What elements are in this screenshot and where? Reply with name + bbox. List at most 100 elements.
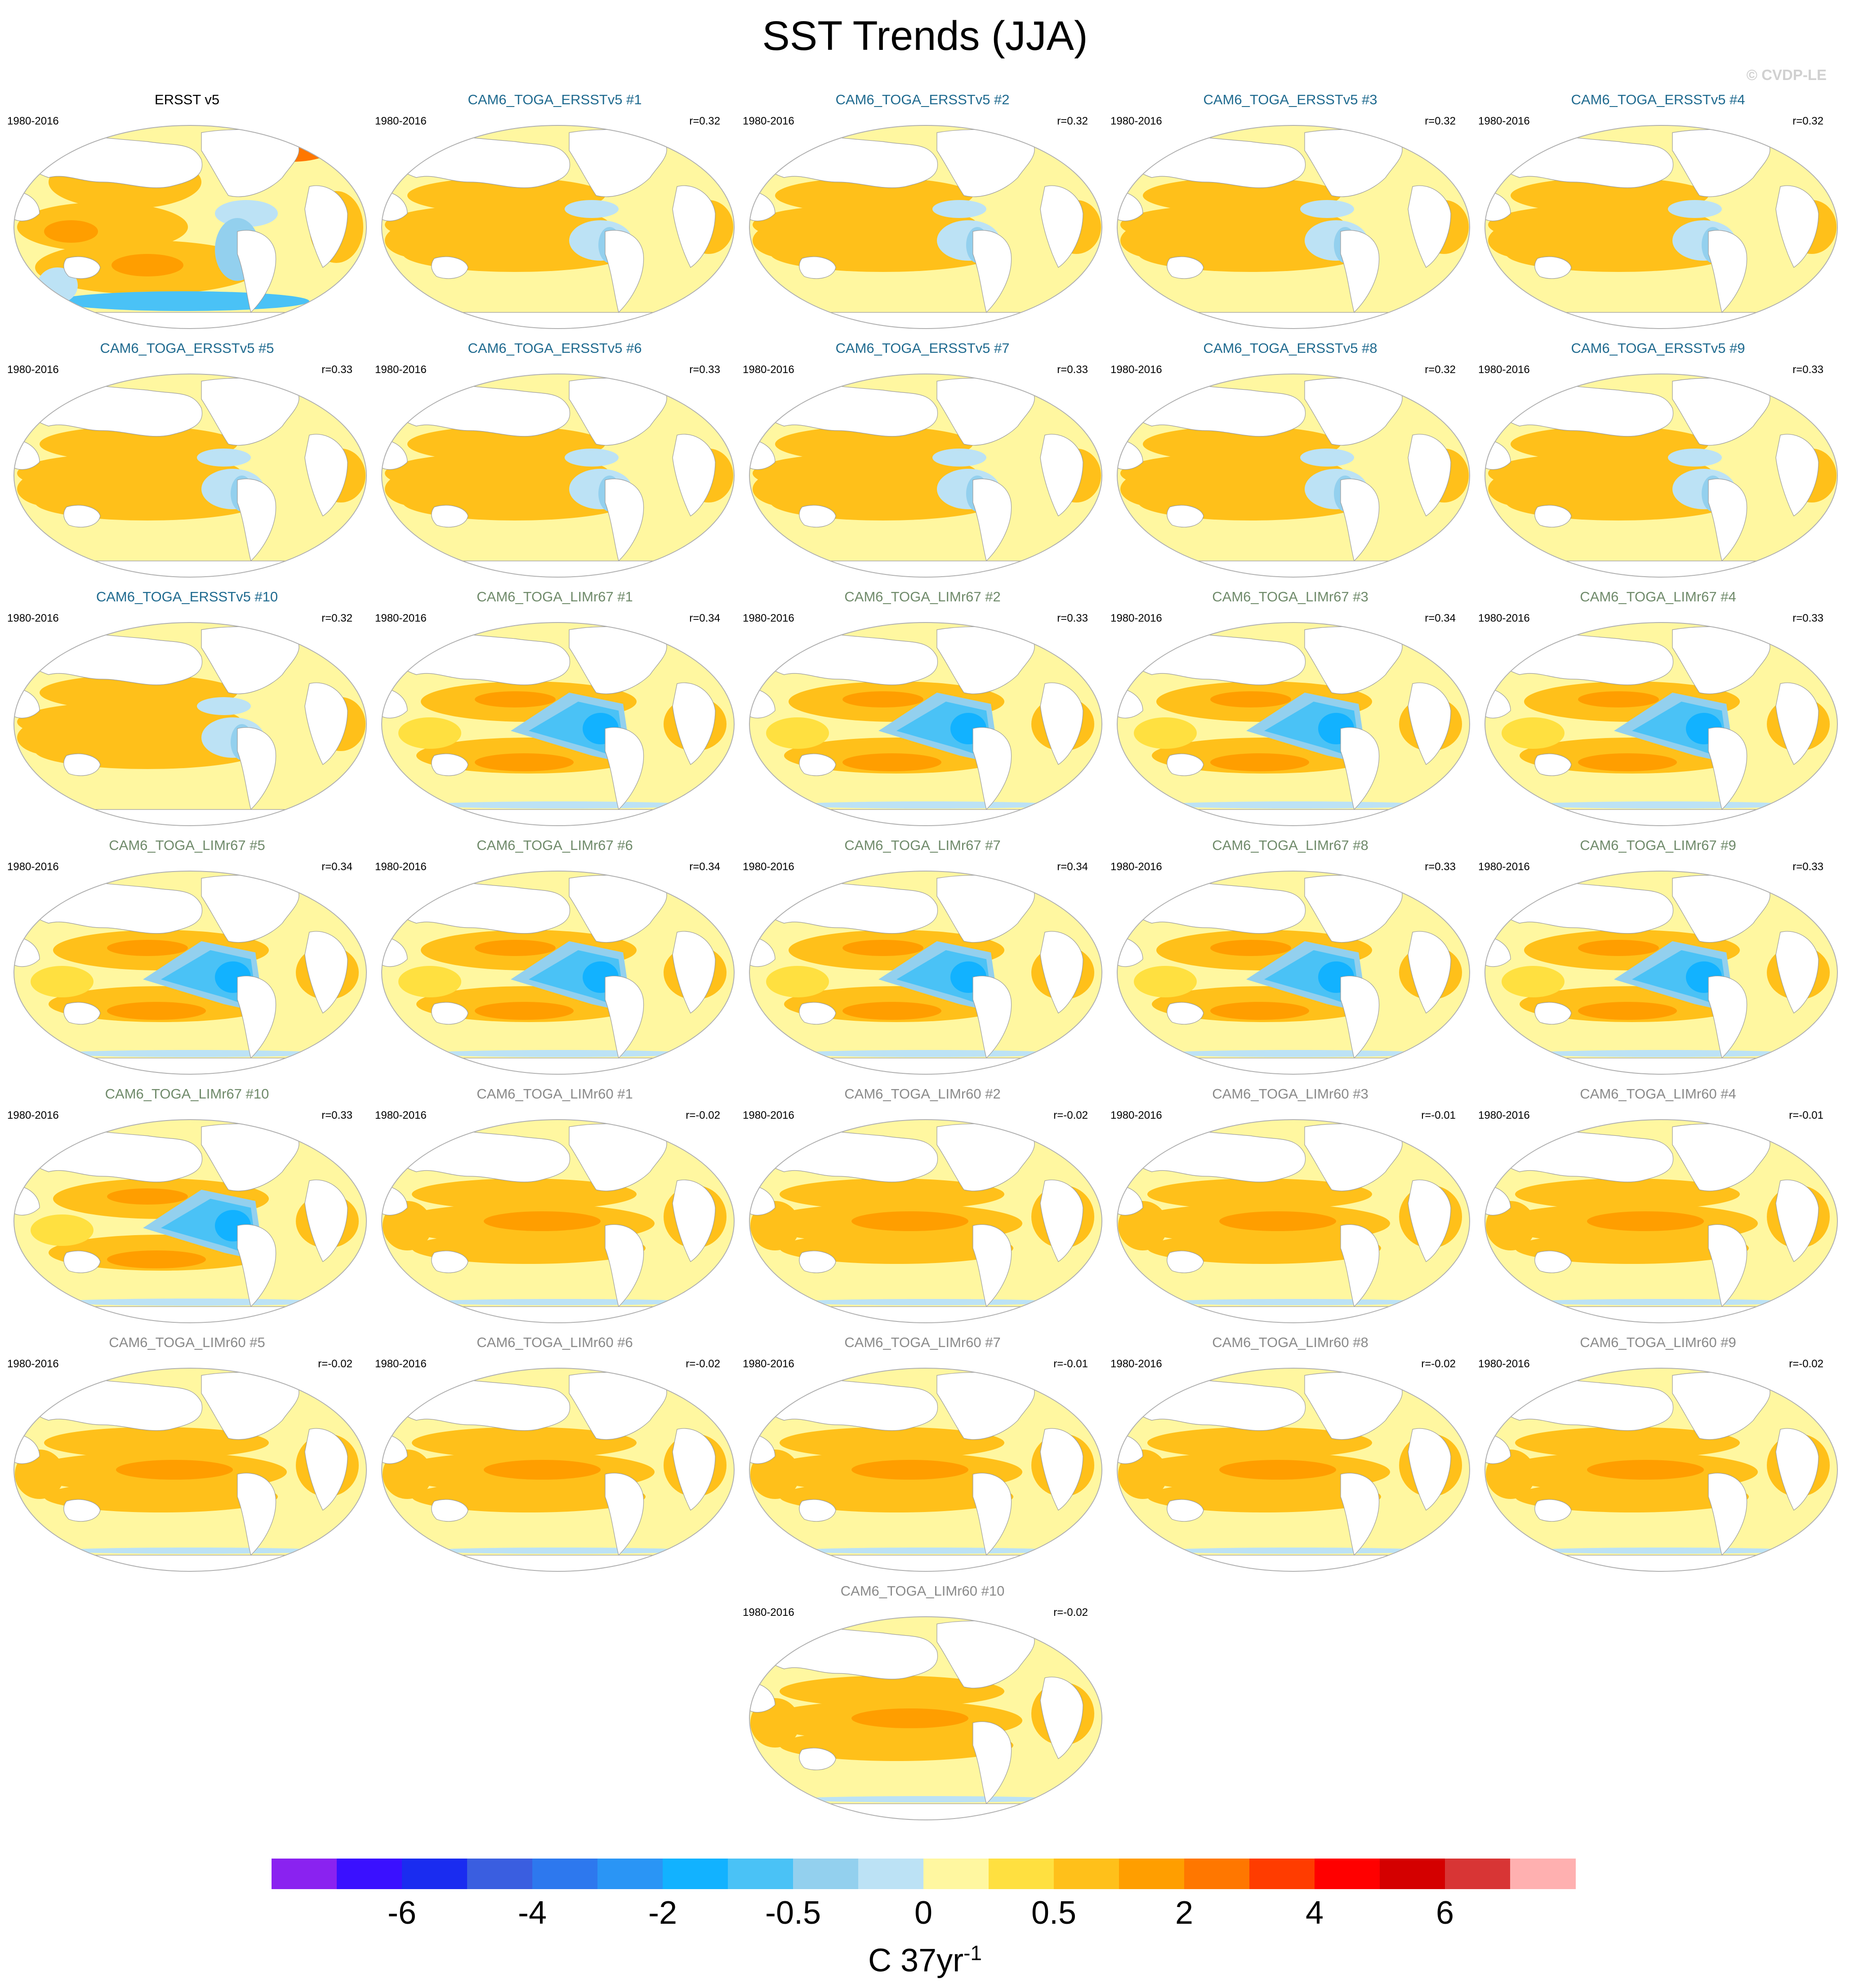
sst-trend-region	[1161, 1050, 1431, 1057]
panel-correlation: r=0.33	[1057, 612, 1088, 624]
land-mass	[1708, 727, 1747, 810]
sst-trend-map	[1484, 1119, 1838, 1323]
panel-period: 1980-2016	[743, 1606, 794, 1619]
panel-title: CAM6_TOGA_LIMr60 #6	[477, 1334, 633, 1350]
land-mass	[672, 931, 716, 1014]
sst-trend-region	[851, 1708, 968, 1728]
panel-correlation: r=0.32	[689, 115, 720, 127]
land-mass	[1054, 625, 1102, 662]
land-mass	[605, 230, 644, 313]
land-mass	[1485, 1555, 1837, 1571]
sst-trend-region	[793, 1050, 1063, 1057]
land-mass	[1790, 1370, 1837, 1407]
land-mass	[319, 128, 366, 165]
land-mass	[1485, 560, 1837, 577]
panel-title: CAM6_TOGA_ERSSTv5 #1	[468, 92, 642, 107]
map-panel: CAM6_TOGA_LIMr60 #5 1980-2016 r=-0.02	[4, 1333, 370, 1582]
sst-trend-region	[1210, 940, 1291, 956]
land-mass	[319, 1370, 366, 1407]
sst-trend-region	[40, 426, 237, 462]
sst-trend-region	[1161, 801, 1431, 809]
sst-trend-region	[775, 178, 973, 213]
land-mass	[382, 1058, 734, 1074]
sst-trend-map	[749, 622, 1102, 826]
land-mass	[749, 1555, 1102, 1571]
map-panel: CAM6_TOGA_LIMr60 #3 1980-2016 r=-0.01	[1107, 1084, 1474, 1334]
sst-trend-region	[1511, 178, 1708, 213]
map-outline	[1117, 374, 1470, 578]
map-outline	[1117, 1368, 1470, 1572]
panel-period: 1980-2016	[1110, 612, 1162, 624]
land-mass	[1117, 1555, 1470, 1571]
land-mass	[1485, 809, 1837, 826]
sst-trend-region	[1668, 449, 1722, 467]
land-mass	[431, 1002, 468, 1025]
panel-correlation: r=0.32	[1057, 115, 1088, 127]
sst-trend-map	[1484, 1368, 1838, 1572]
sst-trend-region	[1143, 426, 1341, 462]
panel-correlation: r=-0.02	[318, 1358, 352, 1370]
panel-correlation: r=-0.02	[1053, 1606, 1088, 1619]
sst-trend-region	[425, 1299, 695, 1305]
panel-title: CAM6_TOGA_ERSSTv5 #4	[1571, 92, 1745, 107]
sst-trend-region	[843, 1002, 941, 1020]
colorbar-swatch	[1315, 1859, 1380, 1889]
map-outline	[749, 125, 1102, 329]
land-mass	[14, 1555, 366, 1571]
panel-period: 1980-2016	[743, 1358, 794, 1370]
land-mass	[1167, 505, 1204, 528]
colorbar-tick-label: 0.5	[1031, 1895, 1077, 1931]
sst-trend-region	[1578, 753, 1677, 771]
map-outline	[749, 1119, 1102, 1323]
sst-trend-region	[780, 1232, 1013, 1264]
sst-trend-region	[1578, 1002, 1677, 1020]
panel-title: CAM6_TOGA_LIMr60 #4	[1580, 1086, 1736, 1102]
sst-trend-region	[1120, 471, 1192, 507]
land-mass	[237, 478, 276, 562]
map-outline	[381, 622, 735, 826]
map-outline	[749, 1616, 1102, 1820]
panel-correlation: r=-0.02	[1421, 1358, 1456, 1370]
land-mass	[1775, 185, 1819, 268]
panel-period: 1980-2016	[1478, 1109, 1530, 1121]
colorbar-swatch	[337, 1859, 402, 1889]
land-mass	[1340, 230, 1380, 313]
sst-trend-region	[1587, 1460, 1704, 1480]
units-exponent: -1	[963, 1941, 982, 1965]
land-mass	[304, 185, 348, 268]
sst-trend-region	[793, 801, 1063, 809]
panel-title: CAM6_TOGA_ERSSTv5 #6	[468, 340, 642, 356]
panel-period: 1980-2016	[1110, 364, 1162, 376]
land-mass	[14, 312, 366, 329]
sst-trend-region	[31, 966, 94, 997]
sst-trend-region	[40, 675, 237, 711]
sst-trend-region	[1134, 966, 1197, 997]
land-mass	[237, 727, 276, 810]
sst-trend-region	[412, 1179, 637, 1210]
map-outline	[749, 622, 1102, 826]
sst-trend-region	[780, 1179, 1004, 1210]
land-mass	[799, 256, 836, 279]
sst-trend-map	[13, 871, 367, 1075]
panel-title: CAM6_TOGA_LIMr60 #1	[477, 1086, 633, 1102]
land-mass	[1422, 625, 1470, 662]
land-mass	[1485, 312, 1837, 329]
land-mass	[237, 230, 276, 313]
map-outline	[1484, 125, 1838, 329]
map-panel: CAM6_TOGA_LIMr67 #8 1980-2016 r=0.33	[1107, 836, 1474, 1085]
panel-title: CAM6_TOGA_LIMr67 #8	[1212, 837, 1369, 853]
sst-trend-region	[1147, 1427, 1372, 1459]
panel-period: 1980-2016	[1478, 364, 1530, 376]
land-mass	[972, 727, 1012, 810]
colorbar-swatch	[793, 1859, 859, 1889]
sst-trend-region	[107, 940, 188, 956]
map-outline	[381, 1119, 735, 1323]
sst-trend-map	[749, 1368, 1102, 1572]
land-mass	[1485, 1058, 1837, 1074]
land-mass	[972, 975, 1012, 1059]
map-panel: CAM6_TOGA_LIMr67 #7 1980-2016 r=0.34	[739, 836, 1106, 1085]
sst-trend-region	[1668, 200, 1722, 218]
land-mass	[1117, 1058, 1470, 1074]
land-mass	[1040, 434, 1083, 516]
map-panel: CAM6_TOGA_ERSSTv5 #1 1980-2016 r=0.32	[371, 90, 738, 339]
